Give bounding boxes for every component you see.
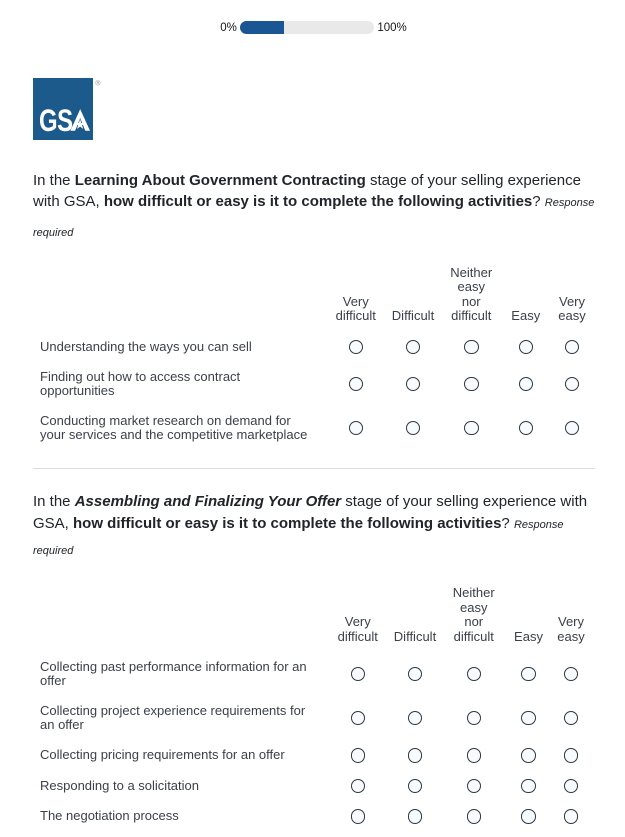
svg-text:®: ® bbox=[95, 80, 101, 88]
svg-text:GS: GS bbox=[39, 103, 73, 138]
